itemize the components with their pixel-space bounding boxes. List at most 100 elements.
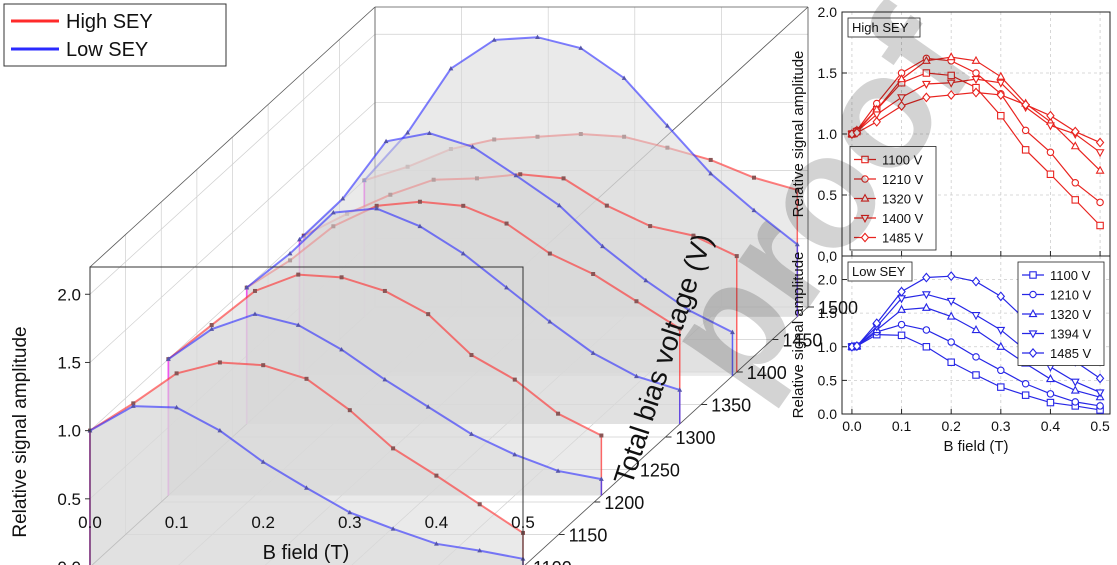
data-point <box>461 203 466 208</box>
data-point <box>921 291 931 300</box>
y-tick-label: 0.5 <box>818 187 838 203</box>
y-axis-label: Relative signal amplitude <box>790 51 807 218</box>
data-point <box>374 205 380 211</box>
x-tick-label: 0.5 <box>511 513 535 532</box>
data-point <box>946 271 956 282</box>
data-point <box>477 502 482 507</box>
z-tick-label: 1350 <box>711 396 751 416</box>
z-tick-label: 1400 <box>747 363 787 383</box>
legend-marker <box>1028 347 1038 359</box>
data-point <box>1071 196 1080 204</box>
data-point <box>730 329 735 335</box>
data-point <box>426 130 432 135</box>
data-point <box>591 272 596 276</box>
data-point <box>634 299 639 304</box>
z-tick-label: 1150 <box>569 526 608 546</box>
data-point <box>946 311 956 320</box>
data-point <box>1070 141 1080 150</box>
data-point <box>872 116 881 127</box>
data-point <box>383 138 389 144</box>
data-point <box>1046 398 1055 407</box>
data-point <box>598 476 604 481</box>
y-tick-label: 0.5 <box>57 490 81 509</box>
x-tick-label: 0.3 <box>991 418 1011 434</box>
series-line <box>851 293 1101 394</box>
data-point <box>972 371 980 379</box>
data-point <box>287 250 293 256</box>
x-tick-label: 0.1 <box>165 513 189 532</box>
y-tick-label: 0.0 <box>57 558 81 565</box>
y-axis-label: Relative signal amplitude <box>10 326 31 537</box>
y-tick-label: 1.5 <box>57 353 81 372</box>
data-point <box>460 250 466 256</box>
data-point <box>425 404 431 409</box>
legend-label: High SEY <box>66 11 153 33</box>
data-point <box>1095 373 1105 384</box>
legend: 1100 V 1210 V 1320 V 1400 V 1485 V <box>849 146 937 251</box>
data-point <box>872 111 882 120</box>
legend-label: Low SEY <box>66 39 148 61</box>
x-tick-label: 0.3 <box>338 513 362 532</box>
data-point <box>897 331 906 340</box>
y-tick-label: 0.0 <box>818 406 838 422</box>
legend-label: 1320 V <box>882 192 924 207</box>
data-point <box>131 401 136 406</box>
panel-label-box <box>847 17 921 38</box>
data-point <box>174 404 179 410</box>
data-point <box>1070 378 1080 387</box>
legend-label: 1320 V <box>1050 307 1092 322</box>
data-point <box>1095 137 1105 148</box>
legend-label: 1100 V <box>1050 268 1091 283</box>
data-point <box>382 288 387 293</box>
data-point <box>665 123 670 128</box>
data-point <box>996 79 1006 88</box>
data-point <box>174 371 179 376</box>
y-tick-label: 1.0 <box>57 422 81 441</box>
legend-marker <box>861 155 869 164</box>
data-point <box>922 272 931 283</box>
data-point <box>209 326 215 331</box>
data-point <box>1021 146 1030 154</box>
data-point <box>1046 170 1055 179</box>
legend-label: 1394 V <box>1050 327 1092 342</box>
data-point <box>897 286 906 297</box>
data-point <box>971 55 981 64</box>
data-point <box>1071 179 1080 187</box>
data-point <box>795 187 800 192</box>
legend-label: 1400 V <box>882 211 924 226</box>
z-tick-label: 1300 <box>676 428 716 448</box>
data-point <box>996 89 1006 100</box>
x-tick-label: 0.1 <box>892 418 912 434</box>
x-tick-label: 0.4 <box>425 513 449 532</box>
data-point <box>434 541 439 546</box>
data-point <box>946 52 956 61</box>
legend-marker <box>860 193 870 202</box>
data-point <box>897 304 907 313</box>
data-point <box>590 350 596 355</box>
data-point <box>634 373 639 379</box>
data-point <box>947 71 955 80</box>
legend-label: 1485 V <box>1050 346 1092 361</box>
data-point <box>794 241 800 247</box>
data-point <box>1045 122 1055 131</box>
data-point <box>304 485 309 490</box>
z-tick-label: 1200 <box>604 493 644 513</box>
x-tick-label: 0.4 <box>1041 418 1061 434</box>
data-point <box>972 353 980 361</box>
data-point <box>339 275 344 280</box>
data-point <box>971 324 981 334</box>
x-axis-label: B field (T) <box>263 542 350 564</box>
legend-label: 1100 V <box>882 153 923 168</box>
data-point <box>1096 402 1104 410</box>
data-point <box>922 326 931 334</box>
data-point <box>296 272 301 277</box>
data-point <box>339 346 344 352</box>
data-point <box>561 176 566 181</box>
data-point <box>997 383 1005 391</box>
data-point <box>347 408 352 413</box>
data-point <box>852 341 862 352</box>
data-point <box>1021 126 1030 135</box>
y-tick-label: 1.0 <box>818 339 838 355</box>
data-point <box>555 468 561 473</box>
